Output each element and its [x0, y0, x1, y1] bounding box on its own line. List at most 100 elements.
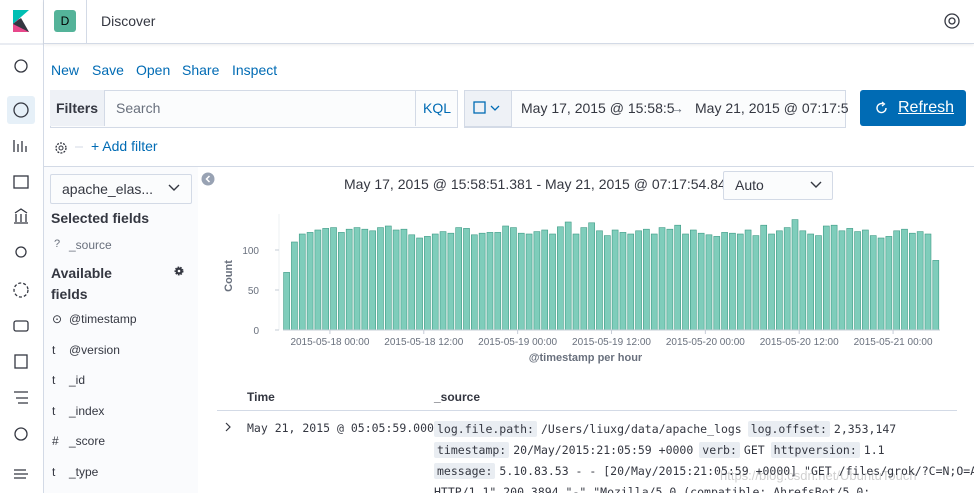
nav-icons: [0, 10, 44, 479]
field-type: #: [52, 434, 59, 449]
bar: [791, 219, 799, 331]
bar: [909, 232, 916, 331]
bar: [643, 228, 650, 331]
menu-item[interactable]: Inspect: [232, 62, 278, 78]
bar: [885, 236, 893, 331]
refresh-label[interactable]: Refresh: [898, 99, 955, 116]
index-pattern-select[interactable]: [50, 174, 192, 204]
bar: [838, 230, 846, 331]
filter-settings[interactable]: [52, 138, 86, 158]
bar: [416, 237, 423, 331]
bar: [846, 228, 854, 331]
bar: [338, 232, 345, 331]
fields-settings[interactable]: [172, 264, 186, 278]
y-tick-label: 100: [242, 246, 259, 257]
bar: [564, 221, 572, 331]
refresh-icon: [876, 101, 887, 114]
field-name[interactable]: _source: [69, 238, 112, 252]
menu-item[interactable]: New: [51, 62, 80, 78]
x-tick-label: 2015-05-19 00:00: [478, 337, 557, 348]
source-line: message: 5.10.83.53 - - [20/May/2015:21:0…: [434, 463, 974, 479]
bar: [721, 232, 728, 331]
bar: [298, 233, 306, 331]
bar: [557, 226, 564, 331]
bar: [744, 229, 752, 331]
start-date[interactable]: May 17, 2015 @ 15:58:5: [521, 100, 675, 116]
search-input[interactable]: Search: [116, 100, 161, 116]
end-date[interactable]: May 21, 2015 @ 07:17:5: [695, 100, 849, 116]
bar: [776, 230, 783, 331]
kql-button[interactable]: KQL: [415, 90, 458, 126]
query-bar: [50, 90, 458, 128]
x-tick-label: 2015-05-21 00:00: [854, 337, 933, 348]
field-type: ?: [54, 238, 61, 250]
bar: [603, 235, 611, 331]
bar: [361, 228, 369, 331]
field-key: httpversion:: [770, 442, 860, 458]
bar: [517, 232, 525, 331]
bar: [815, 235, 822, 331]
bar: [431, 233, 439, 331]
bar: [494, 232, 502, 331]
field-name[interactable]: _index: [69, 403, 105, 418]
sidebar: [44, 167, 198, 493]
bar: [478, 232, 486, 331]
bar: [384, 225, 392, 331]
column-header[interactable]: Time: [247, 390, 275, 404]
expand-row[interactable]: [222, 420, 234, 434]
bar: [901, 228, 908, 331]
watermark: https://blog.csdn.net/UbuntuTouch: [720, 468, 917, 483]
bar: [439, 231, 447, 331]
bar: [408, 234, 416, 331]
field-name[interactable]: @timestamp: [69, 312, 137, 326]
bar: [854, 231, 861, 331]
x-tick-label: 2015-05-18 00:00: [290, 337, 369, 348]
field-name[interactable]: _id: [69, 373, 86, 388]
bar: [486, 232, 494, 331]
bar: [752, 235, 760, 331]
bar: [705, 234, 713, 331]
bar: [353, 227, 361, 331]
chevron: [168, 184, 180, 191]
x-tick-label: 2015-05-19 12:00: [572, 337, 651, 348]
index-pattern[interactable]: apache_elas...: [62, 181, 154, 197]
source-line: log.file.path:/Users/liuxg/data/apache_l…: [434, 421, 902, 437]
kql-label[interactable]: KQL: [422, 100, 451, 116]
field-name[interactable]: @version: [69, 342, 120, 357]
chart-title: May 17, 2015 @ 15:58:51.381 - May 21, 20…: [344, 176, 752, 192]
interval[interactable]: Auto: [735, 177, 764, 193]
bar: [463, 228, 470, 331]
filters-button[interactable]: Filters: [50, 90, 105, 126]
column-header: _source: [434, 390, 481, 404]
bar: [760, 224, 768, 331]
menu-item[interactable]: Open: [136, 62, 171, 78]
field-name[interactable]: _type: [69, 465, 99, 479]
bar: [400, 228, 408, 331]
bar: [392, 229, 400, 331]
field-key: message:: [434, 463, 496, 479]
bar: [682, 233, 689, 331]
space-avatar[interactable]: D: [54, 10, 76, 32]
add-filter[interactable]: + Add filter: [91, 138, 158, 154]
bar: [729, 232, 736, 331]
bar: [807, 233, 814, 331]
bar: [627, 233, 635, 331]
field-key: timestamp:: [434, 442, 510, 458]
bar: [549, 233, 556, 331]
bar: [330, 227, 337, 331]
field-key: log.file.path:: [434, 421, 537, 437]
help-icon[interactable]: [942, 11, 962, 31]
bar: [736, 233, 744, 331]
field-name[interactable]: _score: [69, 434, 106, 449]
bar: [510, 227, 517, 331]
bar: [455, 227, 462, 331]
date-arrow: →: [670, 100, 684, 116]
collapse-button[interactable]: [200, 171, 216, 187]
bar: [932, 260, 940, 331]
field-value: 20/May/2015:21:05:59 +0000: [513, 443, 694, 457]
menu-item[interactable]: Share: [182, 62, 220, 78]
calendar-button[interactable]: [464, 90, 512, 127]
menu-item[interactable]: Save: [92, 62, 124, 78]
bar: [424, 236, 431, 331]
